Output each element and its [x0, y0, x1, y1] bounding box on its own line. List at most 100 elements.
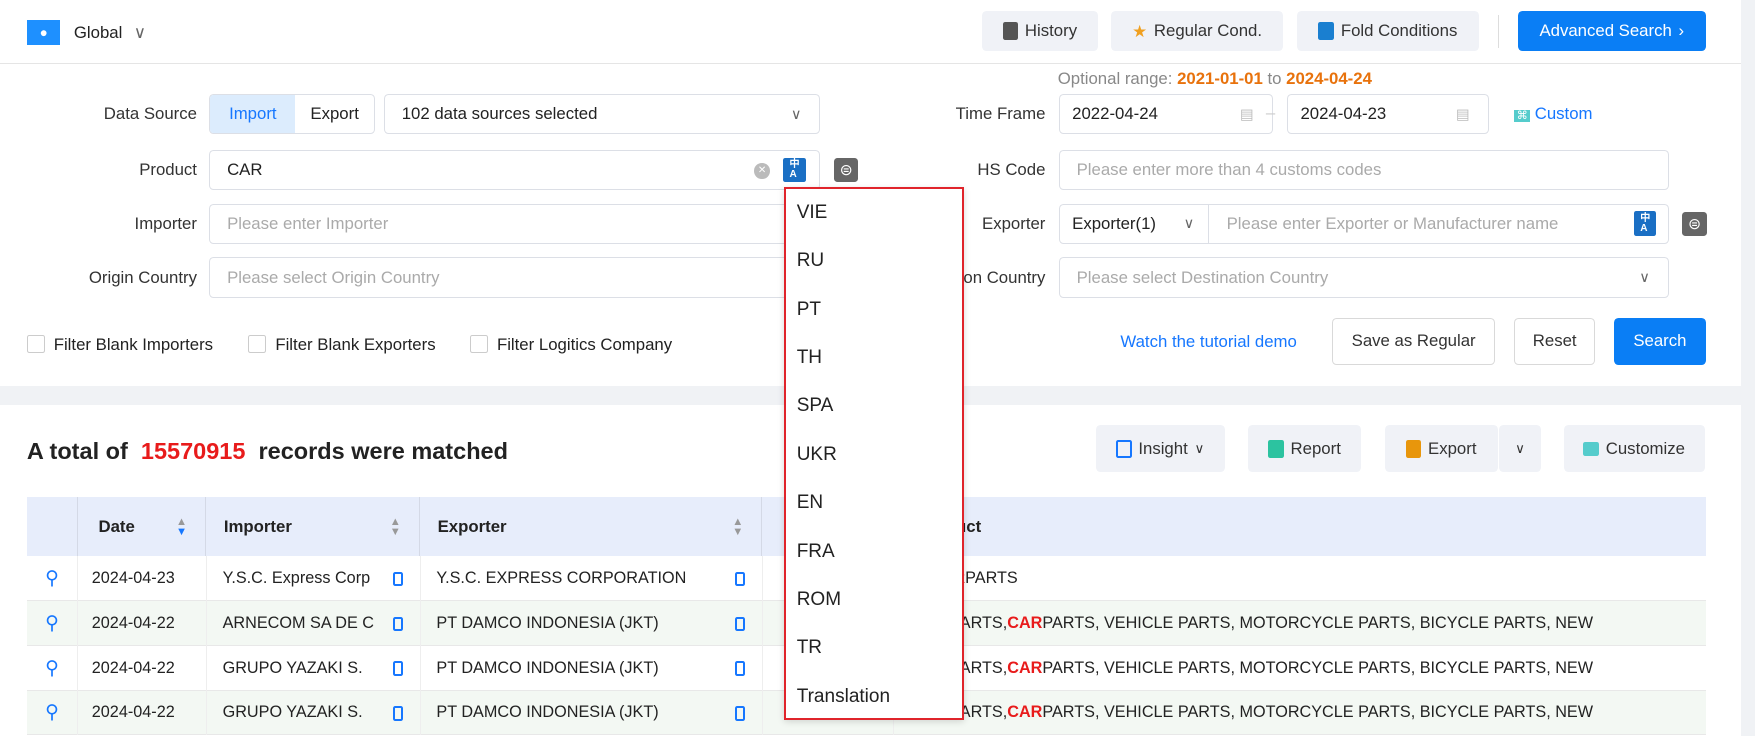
- save-regular-button[interactable]: Save as Regular: [1331, 317, 1496, 365]
- language-option-th[interactable]: TH: [796, 347, 823, 369]
- custom-link[interactable]: ⌘ Custom: [1514, 104, 1593, 124]
- language-option-translation[interactable]: Translation: [796, 685, 891, 707]
- importer-input[interactable]: Please enter Importer: [209, 203, 821, 244]
- search-panel: ● Global ∨ History ★ Regular Cond. Fold C…: [0, 0, 1741, 387]
- calendar-icon: ▤: [1239, 106, 1254, 123]
- origin-country-select[interactable]: Please select Origin Country: [209, 257, 821, 298]
- importer-name[interactable]: ARNECOM SA DE C: [222, 613, 374, 632]
- reset-button[interactable]: Reset: [1514, 317, 1595, 365]
- divider: [1497, 14, 1499, 49]
- exporter-name[interactable]: PT DAMCO INDONESIA (JKT): [436, 613, 659, 632]
- exporter-cell: Y.S.C. EXPRESS CORPORATION: [419, 556, 763, 602]
- export-tab[interactable]: Export: [310, 104, 359, 124]
- divider: [0, 62, 1741, 64]
- chevron-down-icon: ∨: [1194, 440, 1205, 456]
- language-option-ukr[interactable]: UKR: [796, 443, 837, 465]
- regular-conditions-button[interactable]: ★ Regular Cond.: [1111, 11, 1283, 52]
- search-button[interactable]: Search: [1614, 317, 1706, 365]
- customize-button[interactable]: Customize: [1563, 425, 1705, 473]
- keyword-highlight: CAR: [1007, 658, 1043, 677]
- filter-search-icon[interactable]: ⊜: [833, 157, 859, 183]
- region-select[interactable]: Global ∨: [74, 22, 146, 43]
- view-detail-button[interactable]: ⚲: [27, 601, 79, 646]
- fold-conditions-button[interactable]: Fold Conditions: [1297, 11, 1479, 52]
- search-icon: ⚲: [45, 657, 60, 679]
- copy-icon[interactable]: [392, 661, 403, 677]
- copy-icon[interactable]: [392, 571, 403, 587]
- clear-icon[interactable]: ✕: [754, 163, 770, 179]
- hidden-cell: [762, 645, 893, 691]
- region-label: Global: [73, 23, 123, 43]
- tutorial-link[interactable]: Watch the tutorial demo: [1120, 332, 1297, 352]
- date-cell: 2024-04-22: [91, 613, 175, 632]
- importer-name[interactable]: GRUPO YAZAKI S.: [222, 703, 363, 722]
- chevron-down-icon: ∨: [1515, 440, 1525, 456]
- customize-icon: [1583, 442, 1600, 456]
- importer-cell: Y.S.C. Express Corp: [205, 556, 420, 602]
- exporter-name[interactable]: PT DAMCO INDONESIA (JKT): [436, 703, 659, 722]
- language-option-en[interactable]: EN: [796, 492, 824, 514]
- data-source-select[interactable]: 102 data sources selected ∨: [383, 94, 821, 135]
- date-from-input[interactable]: 2022-04-24 ▤: [1058, 94, 1273, 135]
- importer-name[interactable]: GRUPO YAZAKI S.: [222, 658, 363, 677]
- product-cell: PARTS, CAR PARTS, VEHICLE PARTS, MOTORCY…: [893, 690, 1706, 736]
- view-detail-button[interactable]: ⚲: [27, 556, 79, 602]
- column-exporter[interactable]: Exporter ▲ ▼: [420, 496, 763, 557]
- import-tab[interactable]: Import: [210, 95, 296, 134]
- command-icon: ⌘: [1514, 110, 1531, 123]
- exporter-name[interactable]: PT DAMCO INDONESIA (JKT): [436, 658, 659, 677]
- history-button[interactable]: History: [981, 11, 1099, 52]
- copy-icon[interactable]: [392, 616, 403, 632]
- language-option-pt[interactable]: PT: [796, 298, 821, 320]
- view-detail-button[interactable]: ⚲: [27, 690, 79, 736]
- copy-icon[interactable]: [735, 616, 746, 632]
- chevron-down-icon: ∨: [790, 106, 802, 123]
- copy-icon[interactable]: [735, 661, 746, 677]
- filter-logistics-checkbox[interactable]: Filter Logitics Company: [470, 335, 672, 355]
- export-options-button[interactable]: ∨: [1498, 425, 1542, 473]
- sort-icon[interactable]: ▲ ▼: [175, 515, 188, 538]
- filter-blank-exporters-checkbox[interactable]: Filter Blank Exporters: [248, 335, 436, 355]
- copy-icon[interactable]: [735, 571, 746, 587]
- history-icon: [1002, 22, 1019, 41]
- language-option-fra[interactable]: FRA: [796, 540, 835, 562]
- exporter-name[interactable]: Y.S.C. EXPRESS CORPORATION: [436, 569, 687, 588]
- language-option-tr[interactable]: TR: [796, 637, 823, 659]
- insight-button[interactable]: Insight ∨: [1095, 425, 1225, 473]
- view-detail-button[interactable]: ⚲: [27, 645, 79, 691]
- insight-icon: [1115, 439, 1132, 458]
- exporter-input[interactable]: Please enter Exporter or Manufacturer na…: [1226, 213, 1559, 233]
- copy-icon[interactable]: [735, 706, 746, 721]
- language-option-rom[interactable]: ROM: [796, 588, 842, 610]
- date-to-input[interactable]: 2024-04-23 ▤: [1287, 94, 1489, 135]
- column-date[interactable]: Date ▲ ▼: [78, 496, 206, 557]
- export-button[interactable]: Export: [1384, 425, 1498, 473]
- sort-icon[interactable]: ▲ ▼: [389, 515, 401, 538]
- filter-search-icon[interactable]: ⊜: [1682, 211, 1707, 237]
- importer-name[interactable]: Y.S.C. Express Corp: [222, 569, 371, 588]
- report-icon: [1268, 439, 1284, 458]
- exporter-type-select[interactable]: Exporter(1) ∨: [1060, 204, 1209, 243]
- chevron-down-icon: ∨: [133, 23, 146, 43]
- filter-blank-importers-checkbox[interactable]: Filter Blank Importers: [26, 335, 213, 355]
- import-export-toggle: Import Export: [209, 94, 375, 135]
- destination-country-select[interactable]: Please select Destination Country ∨: [1058, 257, 1669, 298]
- language-option-vie[interactable]: VIE: [796, 202, 828, 224]
- column-importer[interactable]: Importer ▲ ▼: [206, 496, 420, 557]
- advanced-search-button[interactable]: Advanced Search ›: [1517, 11, 1706, 52]
- fold-icon: [1318, 22, 1335, 41]
- fold-label: Fold Conditions: [1340, 21, 1458, 41]
- importer-label: Importer: [134, 213, 197, 233]
- exporter-input-group: Exporter(1) ∨ Please enter Exporter or Ma…: [1058, 203, 1669, 244]
- date-cell: 2024-04-22: [91, 703, 175, 722]
- language-option-ru[interactable]: RU: [796, 250, 825, 272]
- language-option-spa[interactable]: SPA: [796, 395, 834, 417]
- sort-icon[interactable]: ▲ ▼: [732, 515, 744, 538]
- report-button[interactable]: Report: [1248, 425, 1362, 473]
- copy-icon[interactable]: [392, 706, 403, 721]
- exporter-cell: PT DAMCO INDONESIA (JKT): [419, 690, 763, 736]
- hs-code-input[interactable]: Please enter more than 4 customs codes: [1058, 149, 1669, 191]
